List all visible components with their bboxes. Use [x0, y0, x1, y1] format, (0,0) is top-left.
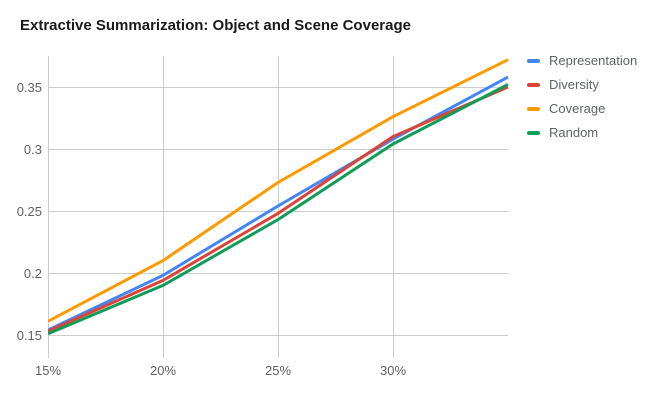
legend-swatch — [527, 130, 540, 135]
y-tick-label: 0.3 — [23, 141, 42, 157]
x-tick-label: 15% — [34, 363, 62, 378]
plot-area[interactable] — [48, 56, 510, 359]
legend-swatch — [527, 106, 540, 111]
series-line-random[interactable] — [48, 83, 509, 336]
legend-item-diversity: Diversity — [527, 77, 637, 92]
legend-label: Diversity — [549, 77, 599, 92]
legend-swatch — [527, 58, 540, 63]
series-line-diversity[interactable] — [48, 85, 509, 333]
legend-item-random: Random — [527, 125, 637, 140]
legend-label: Coverage — [549, 101, 606, 116]
x-tick-label: 25% — [264, 363, 292, 378]
legend-item-representation: Representation — [527, 53, 638, 68]
y-tick-label: 0.2 — [23, 265, 42, 281]
x-tick-label: 20% — [149, 363, 177, 378]
legend: Representation Diversity Coverage Random — [527, 53, 638, 150]
legend-swatch — [527, 82, 540, 87]
y-tick-label: 0.15 — [16, 327, 42, 343]
series-line-coverage[interactable] — [48, 58, 509, 323]
legend-label: Random — [549, 125, 599, 140]
legend-item-coverage: Coverage — [527, 101, 637, 116]
legend-label: Representation — [549, 53, 638, 68]
x-tick-label: 30% — [379, 363, 407, 378]
chart-title: Extractive Summarization: Object and Sce… — [20, 17, 411, 34]
y-tick-label: 0.25 — [16, 203, 42, 219]
y-tick-label: 0.35 — [16, 79, 42, 95]
